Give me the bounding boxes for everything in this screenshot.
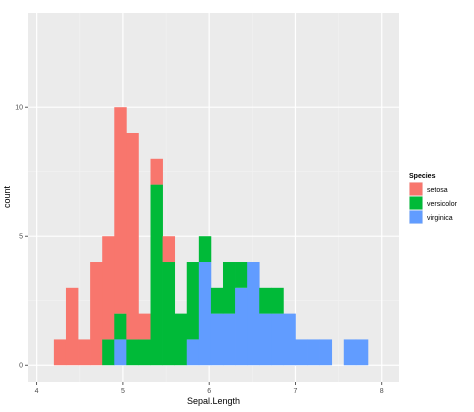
bar-virginica — [355, 339, 369, 366]
y-axis: 0 5 10 — [15, 105, 28, 370]
bar-versicolor — [138, 339, 151, 366]
bar-setosa — [138, 313, 151, 340]
legend: Species setosa versicolor virginica — [409, 173, 458, 224]
histogram-bars — [53, 107, 369, 366]
bar-virginica — [283, 313, 296, 366]
bar-setosa — [102, 236, 115, 340]
bar-setosa — [90, 262, 103, 366]
bar-versicolor — [222, 262, 236, 314]
bar-virginica — [259, 313, 272, 366]
bar-versicolor — [150, 184, 163, 366]
bar-virginica — [247, 262, 260, 366]
legend-label-versicolor: versicolor — [427, 201, 458, 208]
bar-versicolor — [198, 236, 212, 263]
bar-versicolor — [186, 262, 200, 340]
minor-gridlines — [28, 13, 399, 382]
bar-virginica — [343, 339, 357, 366]
bar-virginica — [319, 339, 333, 366]
y-tick-label: 10 — [15, 105, 23, 112]
bar-virginica — [307, 339, 320, 366]
bar-versicolor — [235, 262, 248, 288]
bar-setosa — [126, 132, 139, 340]
bar-versicolor — [162, 262, 176, 366]
bar-setosa — [65, 287, 79, 366]
bar-virginica — [114, 339, 127, 366]
bar-virginica — [210, 313, 224, 366]
bar-setosa — [162, 236, 176, 263]
legend-title: Species — [409, 173, 436, 180]
bar-versicolor — [174, 313, 188, 366]
bar-versicolor — [259, 287, 272, 314]
bar-versicolor — [102, 339, 115, 366]
y-tick-label: 0 — [19, 363, 23, 370]
bar-setosa — [114, 107, 127, 314]
bar-versicolor — [114, 313, 127, 340]
legend-swatch-setosa — [409, 182, 423, 196]
bar-virginica — [186, 339, 200, 366]
bar-virginica — [271, 313, 284, 366]
x-tick-label: 5 — [121, 388, 125, 395]
bar-setosa — [53, 339, 67, 366]
bar-versicolor — [210, 287, 224, 314]
y-axis-title: count — [2, 185, 12, 208]
legend-swatch-virginica — [409, 210, 423, 224]
legend-label-virginica: virginica — [427, 215, 453, 222]
bar-versicolor — [271, 287, 284, 314]
x-tick-label: 8 — [380, 388, 384, 395]
y-tick-label: 5 — [19, 234, 23, 241]
x-tick-label: 4 — [35, 388, 39, 395]
x-axis: 4 5 6 7 8 — [35, 382, 384, 395]
x-axis-title: Sepal.Length — [187, 396, 240, 406]
x-tick-label: 6 — [207, 388, 211, 395]
legend-swatch-versicolor — [409, 196, 423, 210]
bar-setosa — [150, 158, 163, 185]
x-tick-label: 7 — [294, 388, 298, 395]
bar-virginica — [295, 339, 308, 366]
bar-setosa — [78, 339, 91, 366]
legend-label-setosa: setosa — [427, 187, 448, 194]
bar-virginica — [222, 313, 236, 366]
bar-virginica — [235, 287, 248, 366]
bar-virginica — [198, 262, 212, 366]
bar-versicolor — [126, 339, 139, 366]
